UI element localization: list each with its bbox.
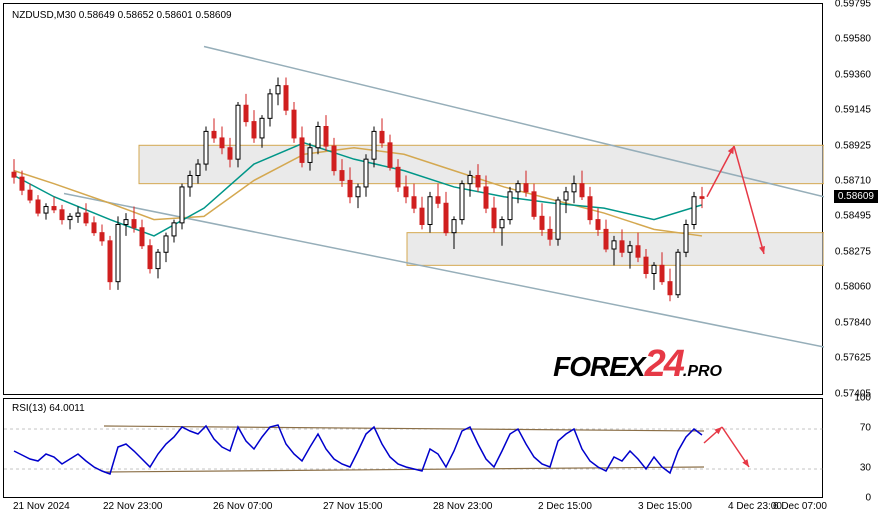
rsi-y-tick: 0 [865, 493, 871, 504]
x-tick-label: 3 Dec 15:00 [638, 501, 692, 512]
rsi-label: RSI(13) 64.0011 [12, 403, 85, 414]
current-price-tag: 0.58609 [834, 190, 878, 203]
x-tick-label: 2 Dec 15:00 [538, 501, 592, 512]
y-tick-label: 0.57625 [835, 353, 871, 364]
main-price-chart: NZDUSD,M30 0.58649 0.58652 0.58601 0.586… [3, 3, 823, 395]
logo-pro: .PRO [683, 363, 722, 380]
y-tick-label: 0.59795 [835, 0, 871, 9]
time-x-axis: 21 Nov 2024 22 Nov 23:00 26 Nov 07:00 27 No… [3, 498, 823, 514]
rsi-chart-svg [4, 399, 824, 499]
y-tick-label: 0.58495 [835, 211, 871, 222]
x-tick-label: 26 Nov 07:00 [213, 501, 273, 512]
y-tick-label: 0.58275 [835, 247, 871, 258]
x-tick-label: 22 Nov 23:00 [103, 501, 163, 512]
x-tick-label: 27 Nov 15:00 [323, 501, 383, 512]
y-tick-label: 0.59580 [835, 33, 871, 44]
y-tick-label: 0.58060 [835, 282, 871, 293]
y-tick-label: 0.57840 [835, 318, 871, 329]
y-tick-label: 0.59360 [835, 69, 871, 80]
y-tick-label: 0.58710 [835, 176, 871, 187]
x-tick-label: 6 Dec 07:00 [773, 501, 827, 512]
rsi-y-tick: 100 [854, 393, 871, 404]
rsi-indicator-chart: RSI(13) 64.0011 [3, 398, 823, 498]
main-chart-svg [4, 4, 824, 396]
rsi-y-tick: 30 [860, 463, 871, 474]
chart-header: NZDUSD,M30 0.58649 0.58652 0.58601 0.586… [12, 10, 232, 21]
rsi-y-axis: 03070100 [823, 398, 879, 498]
watermark-logo: FOREX24.PRO [553, 343, 722, 386]
y-tick-label: 0.59145 [835, 104, 871, 115]
ohlc-label: 0.58649 0.58652 0.58601 0.58609 [79, 10, 232, 21]
logo-24: 24 [645, 343, 683, 385]
x-tick-label: 21 Nov 2024 [13, 501, 70, 512]
rsi-y-tick: 70 [860, 423, 871, 434]
symbol-label: NZDUSD,M30 [12, 10, 76, 21]
y-tick-label: 0.58925 [835, 140, 871, 151]
logo-forex: FOREX [553, 351, 644, 382]
x-tick-label: 28 Nov 23:00 [433, 501, 493, 512]
